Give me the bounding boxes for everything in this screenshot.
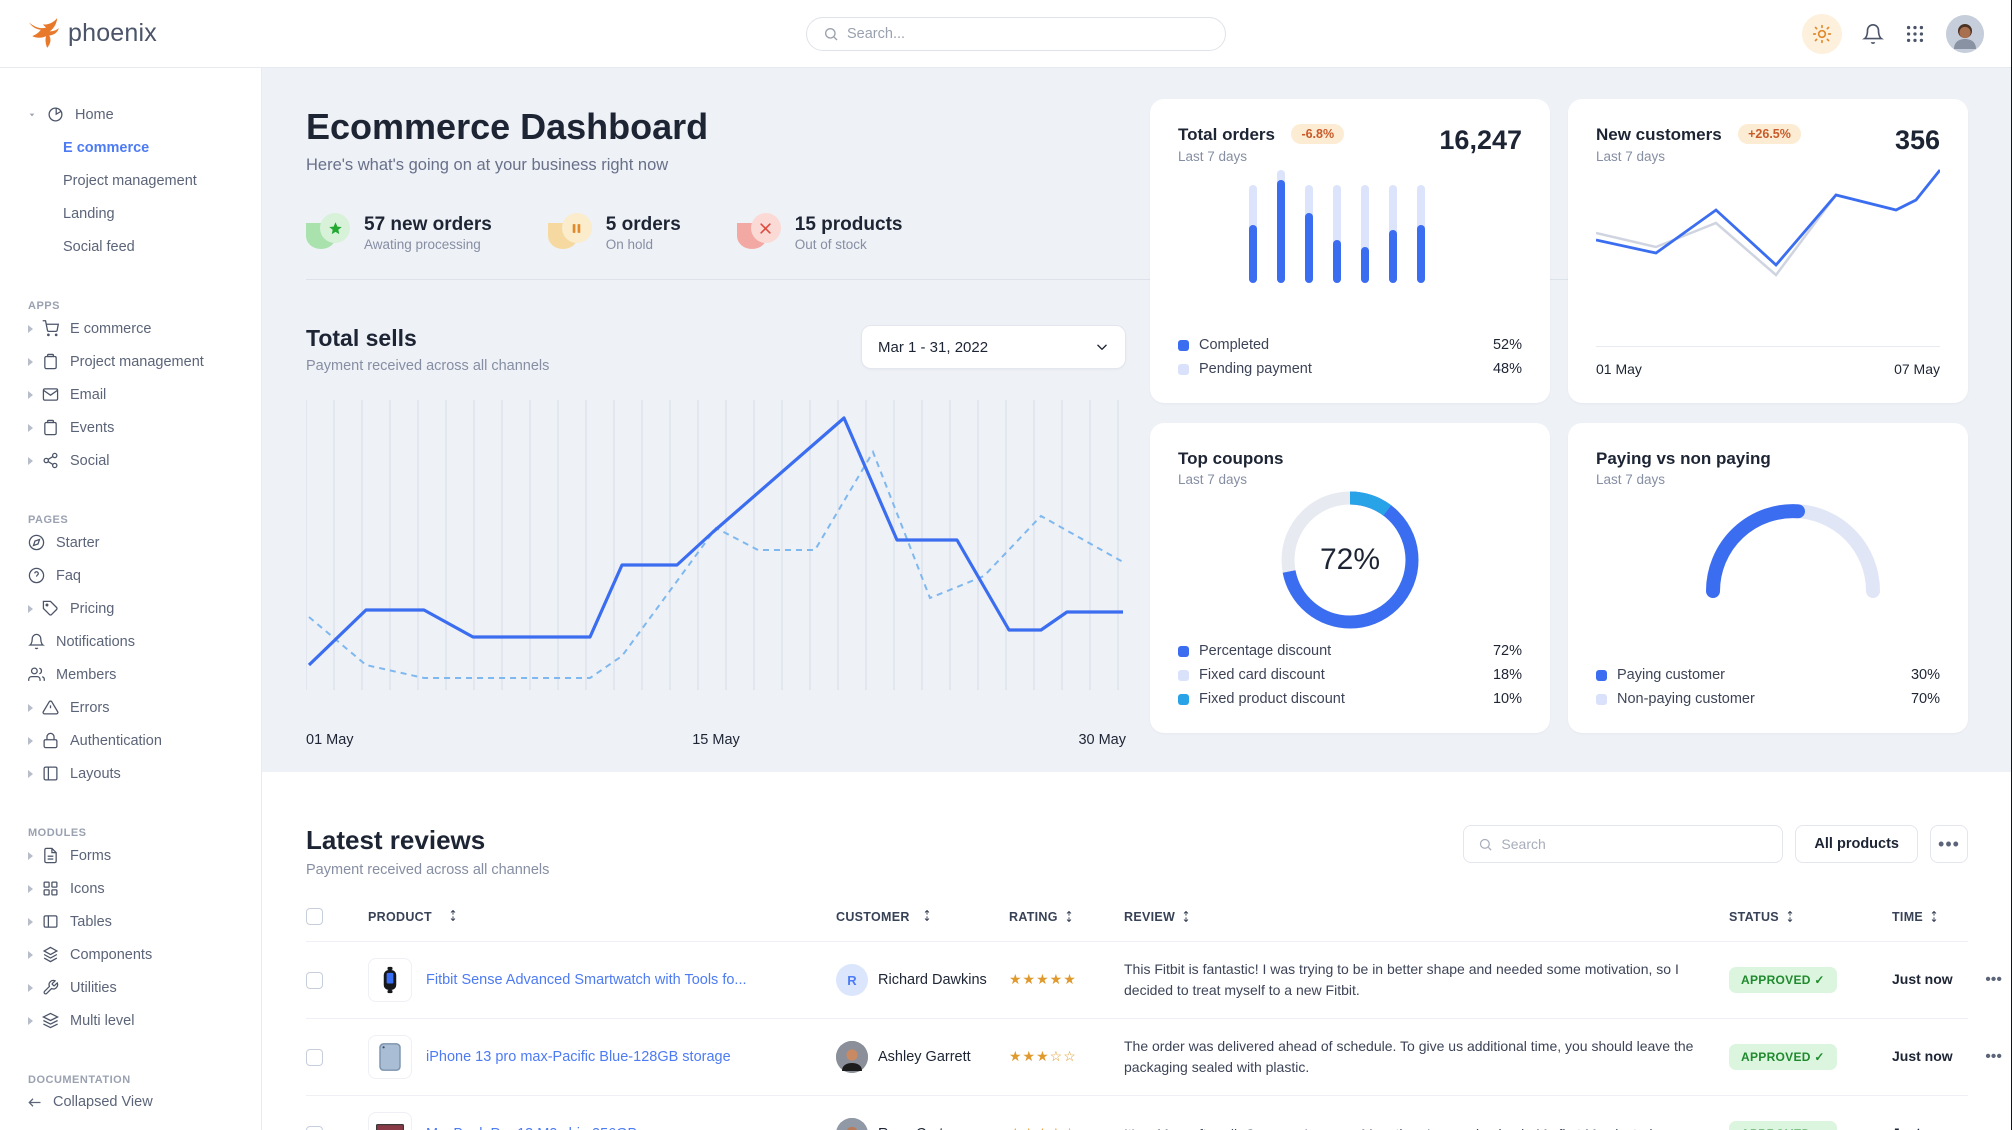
svg-text:72%: 72%: [1320, 543, 1380, 576]
